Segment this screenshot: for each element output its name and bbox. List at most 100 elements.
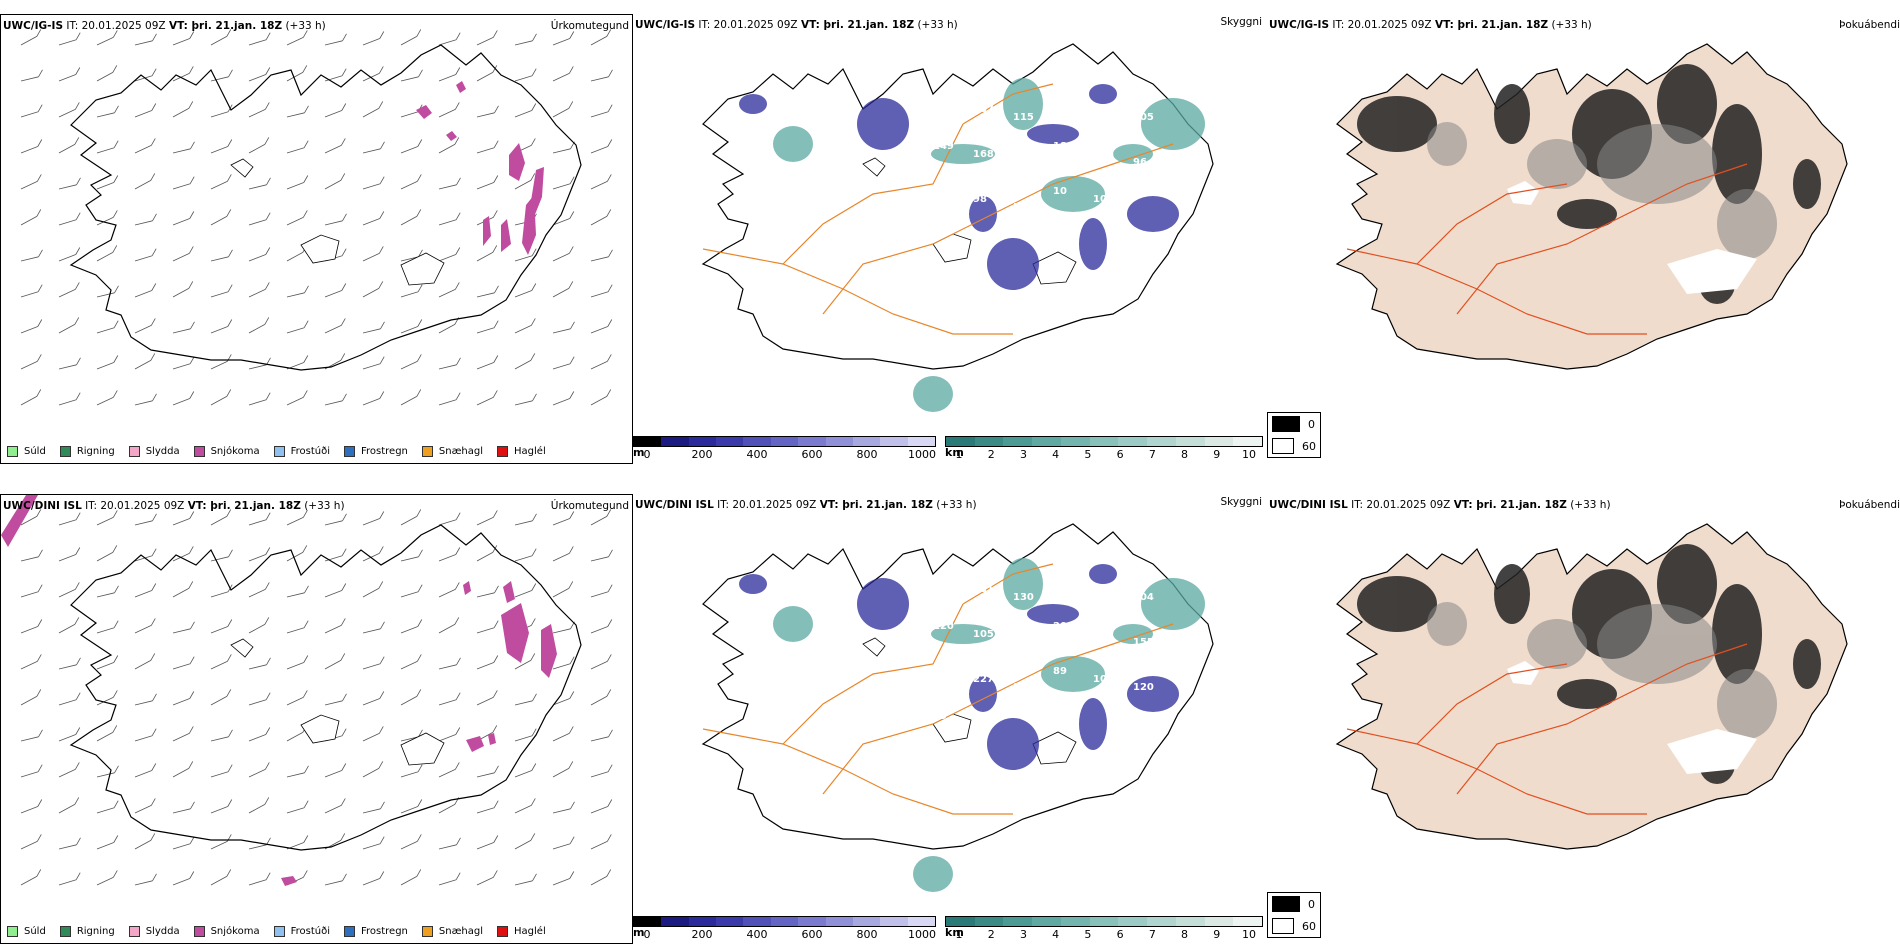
wind-barb bbox=[210, 619, 233, 634]
wind-barb bbox=[400, 319, 423, 334]
legend-label: Frostregn bbox=[361, 446, 408, 457]
wind-barb bbox=[210, 389, 232, 406]
precip-legend: Súld Rigning Slydda Snjókoma Frostúði Frostre… bbox=[7, 926, 546, 937]
visibility-areas bbox=[739, 558, 1205, 892]
map-fog-bottom bbox=[1336, 523, 1848, 850]
wind-barb bbox=[248, 547, 271, 562]
wind-barb bbox=[286, 765, 309, 778]
wind-barb bbox=[58, 797, 80, 814]
fog-legend: 0 60 bbox=[1267, 412, 1321, 458]
wind-barb bbox=[210, 139, 233, 154]
wind-barb bbox=[286, 65, 308, 82]
wind-barb bbox=[20, 549, 43, 562]
wind-barb bbox=[134, 103, 157, 118]
wind-barb bbox=[590, 869, 612, 886]
visibility-area bbox=[1089, 84, 1117, 104]
wind-barb bbox=[134, 283, 157, 298]
visibility-colorbar: 1 2 3 4 5 6 7 8 9 10 km bbox=[945, 916, 1263, 942]
product-label: Úrkomutegund bbox=[550, 20, 629, 32]
ceiling-label: 115 bbox=[1013, 157, 1034, 168]
wind-barb bbox=[476, 105, 499, 118]
road bbox=[962, 563, 1054, 605]
visibility-colorbar: 1 2 3 4 5 6 7 8 9 10 km bbox=[945, 436, 1263, 462]
ceiling-label: 89 bbox=[1053, 666, 1067, 677]
legend-swatch bbox=[7, 926, 18, 937]
colorbar-tick: 4 bbox=[1052, 448, 1060, 461]
ceiling-label: 149 bbox=[1093, 629, 1114, 640]
map-visibility-top: 161 107 115 119 120 105 149 168 115 186 116 96 94 98 5… bbox=[702, 43, 1214, 412]
wind-barb bbox=[172, 511, 195, 526]
wind-barb bbox=[590, 29, 612, 46]
road bbox=[822, 143, 1174, 315]
colorbar-tick: 800 bbox=[856, 448, 878, 461]
legend-item: Rigning bbox=[59, 446, 115, 457]
panel-fog-bottom: UWC/DINI ISL IT: 20.01.2025 09Z VT: þri.… bbox=[1267, 494, 1900, 944]
wind-barb bbox=[514, 393, 537, 406]
wind-barb bbox=[20, 689, 42, 706]
wind-barb bbox=[248, 282, 270, 298]
panel-title: UWC/IG-IS IT: 20.01.2025 09Z VT: þri. 21… bbox=[3, 20, 326, 32]
legend-item: Snjókoma bbox=[193, 926, 260, 937]
wind-barb bbox=[362, 691, 385, 706]
wind-barb bbox=[58, 692, 81, 706]
visibility-area bbox=[1003, 78, 1043, 130]
legend-item: Haglél bbox=[497, 446, 546, 457]
wind-barb bbox=[172, 836, 195, 850]
wind-barb bbox=[134, 618, 156, 634]
visibility-area bbox=[1127, 676, 1179, 712]
wind-barb bbox=[552, 801, 575, 814]
fog-swatch bbox=[1272, 896, 1300, 912]
wind-barb bbox=[438, 357, 461, 370]
wind-barb bbox=[96, 620, 119, 634]
panel-visibility-top: 161 107 115 119 120 105 149 168 115 186 116 96 94 98 5… bbox=[633, 14, 1267, 464]
wind-barb bbox=[438, 657, 461, 670]
wind-barb bbox=[286, 510, 308, 526]
wind-barb bbox=[590, 729, 613, 742]
wind-barb bbox=[286, 175, 309, 190]
legend-swatch bbox=[344, 926, 355, 937]
wind-barb bbox=[400, 689, 422, 706]
wind-barb bbox=[134, 653, 156, 670]
visibility-area bbox=[739, 94, 767, 114]
legend-swatch bbox=[59, 446, 71, 457]
colorbar-unit: m bbox=[633, 446, 645, 459]
wind-barb bbox=[210, 509, 232, 526]
wind-barb bbox=[58, 137, 80, 154]
wind-barb bbox=[324, 173, 346, 190]
ceiling-labels: 166 131 130 118 148 104 120 105 153 208 149 155 97 22… bbox=[933, 576, 1154, 722]
legend-label: Súld bbox=[24, 446, 46, 457]
ceiling-label: 120 bbox=[1093, 104, 1114, 115]
wind-barb bbox=[58, 177, 81, 190]
wind-barb bbox=[210, 654, 232, 670]
colorbar-tick: 7 bbox=[1148, 448, 1156, 461]
wind-barb bbox=[134, 353, 156, 370]
wind-barb bbox=[248, 617, 270, 634]
wind-barb bbox=[552, 211, 575, 226]
wind-barb bbox=[96, 655, 119, 670]
wind-barb bbox=[248, 512, 271, 526]
product-label: Þokuábendi bbox=[1839, 19, 1900, 31]
visibility-area bbox=[1141, 98, 1205, 150]
wind-barb bbox=[20, 284, 43, 298]
ceiling-label: 227 bbox=[973, 674, 994, 685]
wind-barb bbox=[96, 175, 119, 190]
road bbox=[822, 623, 1174, 795]
wind-barb bbox=[96, 210, 118, 226]
map-precip-top bbox=[20, 29, 613, 406]
wind-barb bbox=[476, 140, 499, 154]
wind-barb bbox=[286, 800, 309, 814]
road bbox=[962, 83, 1054, 125]
wind-barb bbox=[134, 513, 157, 526]
wind-barb bbox=[96, 355, 119, 370]
colorbar-tick: 3 bbox=[1019, 448, 1027, 461]
colorbar-tick: 1 bbox=[955, 448, 963, 461]
wind-barb bbox=[172, 656, 195, 670]
wind-barb bbox=[96, 245, 118, 262]
panel-title: UWC/DINI ISL IT: 20.01.2025 09Z VT: þri.… bbox=[1269, 499, 1611, 511]
legend-label: Haglél bbox=[514, 446, 546, 457]
wind-barb bbox=[248, 872, 271, 886]
wind-barb bbox=[324, 798, 346, 814]
wind-barb bbox=[324, 138, 346, 154]
wind-barb bbox=[438, 67, 461, 82]
precip-legend: Súld Rigning Slydda Snjókoma Frostúði Frostre… bbox=[7, 446, 546, 457]
